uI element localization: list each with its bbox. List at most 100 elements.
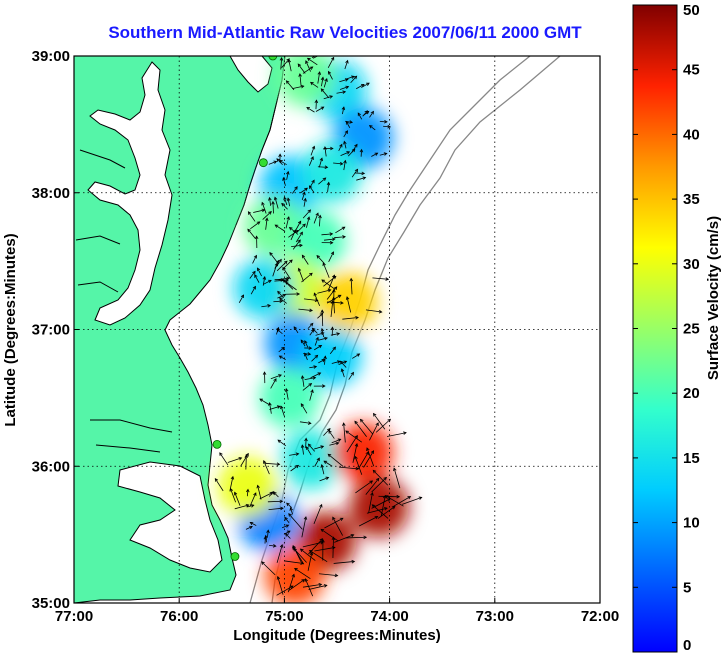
velocity-vector bbox=[269, 197, 272, 206]
velocity-vector-head bbox=[330, 326, 335, 331]
velocity-vector-head bbox=[329, 95, 334, 99]
velocity-vector bbox=[314, 457, 320, 467]
velocity-vector-head bbox=[238, 456, 243, 461]
velocity-vector-head bbox=[298, 73, 302, 77]
velocity-vector-head bbox=[363, 535, 368, 540]
velocity-vector bbox=[309, 185, 315, 193]
velocity-vector bbox=[356, 177, 366, 181]
velocity-vector bbox=[329, 346, 336, 355]
velocity-vector-head bbox=[327, 70, 332, 75]
velocity-vector-head bbox=[318, 344, 323, 349]
velocity-vector-head bbox=[321, 279, 325, 283]
velocity-vector bbox=[310, 372, 321, 379]
velocity-vector bbox=[366, 447, 375, 467]
velocity-vector bbox=[268, 507, 284, 511]
velocity-vector-head bbox=[374, 152, 379, 156]
velocity-vector bbox=[331, 438, 341, 444]
velocity-vector bbox=[313, 504, 323, 525]
velocity-vector-head bbox=[311, 179, 315, 184]
velocity-vector-head bbox=[311, 145, 316, 150]
velocity-vector bbox=[308, 443, 315, 452]
velocity-vector bbox=[301, 516, 307, 538]
velocity-vector-head bbox=[249, 525, 253, 530]
velocity-vector-head bbox=[302, 191, 306, 196]
velocity-vector bbox=[267, 500, 283, 503]
velocity-vector-head bbox=[247, 228, 251, 233]
velocity-vector bbox=[366, 507, 388, 514]
velocity-vector bbox=[309, 550, 328, 563]
velocity-vector-head bbox=[300, 403, 305, 407]
velocity-vector bbox=[281, 524, 289, 529]
velocity-vector bbox=[317, 313, 323, 319]
velocity-vector-head bbox=[330, 146, 334, 151]
velocity-vector-head bbox=[330, 251, 335, 255]
velocity-vector bbox=[323, 460, 333, 467]
velocity-vector-head bbox=[375, 477, 380, 482]
velocity-vector bbox=[293, 326, 299, 334]
velocity-vector bbox=[292, 239, 301, 250]
velocity-region bbox=[280, 429, 341, 490]
velocity-vector-head bbox=[366, 82, 370, 86]
velocity-vector-head bbox=[342, 235, 346, 239]
velocity-vector bbox=[265, 218, 268, 230]
velocity-vector-head bbox=[320, 88, 325, 92]
velocity-vector-head bbox=[302, 223, 306, 228]
colorbar: 0 5 10 15 20 25 30 35 40 45 50 Surface Velocity (c… bbox=[632, 2, 722, 654]
velocity-vector bbox=[276, 260, 288, 272]
velocity-vector-head bbox=[306, 216, 311, 221]
velocity-vector-head bbox=[245, 488, 250, 493]
velocity-vector bbox=[291, 244, 303, 247]
velocity-vector bbox=[369, 125, 376, 131]
velocity-vector-head bbox=[308, 185, 313, 190]
velocity-vector bbox=[301, 445, 304, 455]
velocity-vector-head bbox=[327, 453, 332, 458]
velocity-vector-head bbox=[307, 352, 312, 356]
velocity-vector-head bbox=[323, 460, 328, 464]
velocity-vector-head bbox=[343, 159, 347, 164]
velocity-vector bbox=[272, 201, 274, 214]
velocity-vector bbox=[279, 160, 287, 166]
velocity-vector-head bbox=[370, 491, 374, 496]
velocity-vector-head bbox=[294, 568, 298, 572]
velocity-vector bbox=[355, 480, 373, 494]
velocity-vector bbox=[214, 478, 224, 492]
velocity-vector bbox=[267, 530, 269, 537]
velocity-vector bbox=[286, 502, 293, 509]
velocity-vector bbox=[327, 57, 335, 68]
velocity-vector bbox=[319, 215, 321, 227]
velocity-vector bbox=[340, 360, 347, 368]
velocity-vector bbox=[269, 402, 272, 414]
velocity-vector-head bbox=[279, 544, 284, 548]
velocity-vector bbox=[360, 419, 374, 435]
velocity-vector bbox=[264, 536, 266, 544]
velocity-vector-head bbox=[279, 297, 283, 301]
velocity-vector-head bbox=[316, 457, 320, 462]
velocity-vector-head bbox=[253, 492, 257, 496]
velocity-vector-head bbox=[288, 513, 292, 517]
velocity-vector bbox=[356, 84, 365, 90]
velocity-vector bbox=[238, 294, 244, 303]
velocity-vector-head bbox=[291, 573, 295, 578]
velocity-vector bbox=[323, 238, 335, 241]
velocity-vector-head bbox=[355, 466, 360, 471]
velocity-vector-head bbox=[345, 296, 350, 300]
velocity-region bbox=[217, 456, 278, 517]
velocity-vector-head bbox=[334, 573, 339, 578]
velocity-vector-head bbox=[303, 516, 308, 520]
velocity-vector-head bbox=[272, 544, 277, 548]
velocity-vector bbox=[313, 345, 322, 351]
velocity-vector-head bbox=[271, 200, 275, 205]
velocity-vector-head bbox=[295, 452, 300, 456]
velocity-vector-head bbox=[289, 507, 293, 511]
velocity-vector bbox=[305, 438, 307, 448]
velocity-vector-head bbox=[263, 535, 268, 540]
colorbar-tick-label: 40 bbox=[683, 126, 700, 143]
velocity-vector-head bbox=[308, 383, 313, 387]
velocity-vector-head bbox=[314, 99, 319, 104]
velocity-vector bbox=[259, 492, 273, 500]
velocity-vector bbox=[309, 180, 315, 188]
velocity-vector bbox=[354, 421, 367, 437]
velocity-vector-head bbox=[336, 332, 341, 336]
velocity-vector bbox=[313, 213, 319, 224]
velocity-vector-head bbox=[310, 156, 314, 160]
